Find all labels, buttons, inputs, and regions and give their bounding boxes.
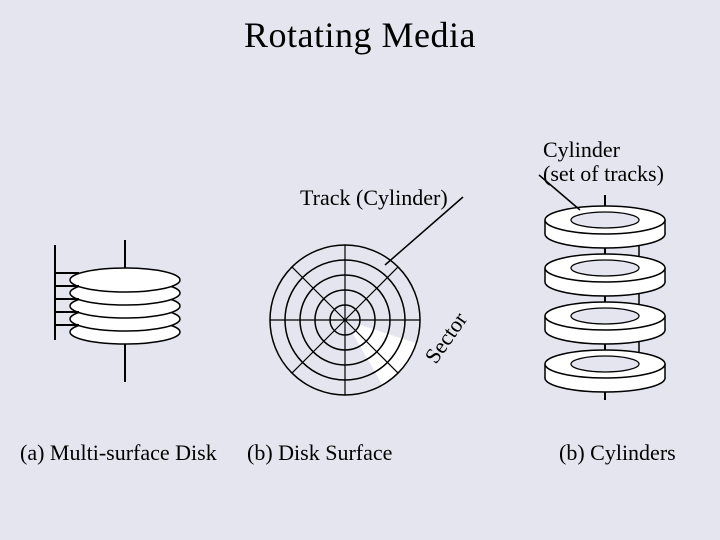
- cylinder-label: Cylinder (set of tracks): [543, 138, 664, 186]
- cylinder-label-line1: Cylinder: [543, 138, 664, 162]
- caption-a: (a) Multi-surface Disk: [20, 440, 217, 466]
- caption-c: (b) Cylinders: [559, 440, 676, 466]
- cylinder-label-line2: (set of tracks): [543, 162, 664, 186]
- cylinders-diagram: [525, 190, 695, 420]
- multi-surface-diagram: [50, 230, 200, 400]
- caption-b: (b) Disk Surface: [247, 440, 392, 466]
- disk-surface-diagram: [255, 225, 445, 415]
- page-title: Rotating Media: [0, 14, 720, 56]
- track-label: Track (Cylinder): [300, 185, 448, 211]
